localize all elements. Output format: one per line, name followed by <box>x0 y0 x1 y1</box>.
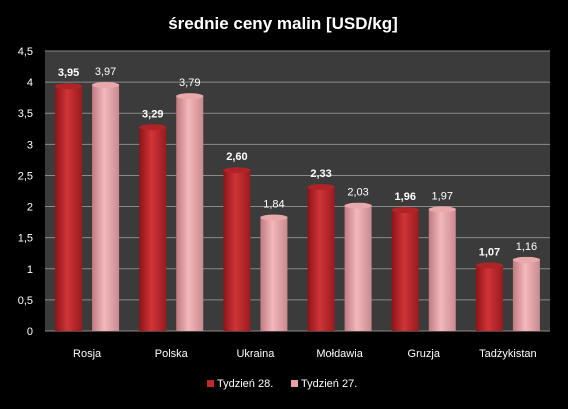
data-label-series-2: 1,16 <box>516 241 537 253</box>
bar-series-2 <box>260 216 288 331</box>
data-label-series-1: 3,29 <box>142 108 163 120</box>
plot-area <box>45 51 550 331</box>
data-label-series-2: 2,03 <box>347 187 368 199</box>
category-label: Mołdawia <box>316 348 363 360</box>
bar-top-cap <box>55 83 83 90</box>
data-label-series-1: 1,96 <box>395 191 416 203</box>
y-tick-label: 2 <box>27 202 33 214</box>
y-tick-label: 1,5 <box>18 233 33 245</box>
y-tick-label: 1 <box>27 264 33 276</box>
data-label-series-2: 1,97 <box>432 190 453 202</box>
data-label-series-2: 3,79 <box>179 77 200 89</box>
bar-top-cap <box>391 207 419 214</box>
bar-top-cap <box>92 81 120 88</box>
bar-series-2 <box>512 258 540 331</box>
bar-series-1 <box>307 186 335 331</box>
bar-top-cap <box>344 202 372 209</box>
y-tick-label: 0 <box>27 326 33 338</box>
category-label: Rosja <box>73 348 102 360</box>
legend-swatch-series-1 <box>207 380 214 387</box>
category-label: Gruzja <box>408 348 441 360</box>
category-label: Polska <box>155 348 189 360</box>
bar-top-cap <box>139 124 167 131</box>
bar-series-1 <box>223 169 251 331</box>
legend-label-series-1: Tydzień 28. <box>217 378 273 390</box>
y-tick-label: 0,5 <box>18 295 33 307</box>
bar-series-2 <box>344 204 372 331</box>
y-tick-label: 4,5 <box>18 46 33 58</box>
bar-series-2 <box>92 83 120 331</box>
bar-top-cap <box>428 206 456 213</box>
bar-top-cap <box>176 93 204 100</box>
bar-top-cap <box>223 167 251 174</box>
bar-series-1 <box>55 85 83 331</box>
bar-top-cap <box>260 214 288 221</box>
bar-series-1 <box>139 126 167 332</box>
data-label-series-1: 2,60 <box>226 151 247 163</box>
category-label: Tadżykistan <box>479 348 536 360</box>
chart-title: średnie ceny malin [USD/kg] <box>168 14 398 33</box>
data-label-series-2: 1,84 <box>263 199 284 211</box>
legend: Tydzień 28. Tydzień 27. <box>207 378 357 390</box>
y-tick-label: 4 <box>27 77 33 89</box>
bar-series-2 <box>176 95 204 331</box>
y-tick-label: 3 <box>27 139 33 151</box>
category-label: Ukraina <box>236 348 275 360</box>
bar-top-cap <box>512 256 540 263</box>
legend-label-series-2: Tydzień 27. <box>301 378 357 390</box>
legend-swatch-series-2 <box>291 380 298 387</box>
bar-series-1 <box>391 209 419 331</box>
bar-series-2 <box>428 208 456 331</box>
data-label-series-1: 1,07 <box>479 246 500 258</box>
bar-series-1 <box>475 264 503 331</box>
bar-top-cap <box>475 262 503 269</box>
y-tick-label: 3,5 <box>18 108 33 120</box>
data-label-series-2: 3,97 <box>95 66 116 78</box>
data-label-series-1: 3,95 <box>58 67 79 79</box>
y-tick-label: 2,5 <box>18 170 33 182</box>
bar-top-cap <box>307 184 335 191</box>
data-label-series-1: 2,33 <box>310 168 331 180</box>
